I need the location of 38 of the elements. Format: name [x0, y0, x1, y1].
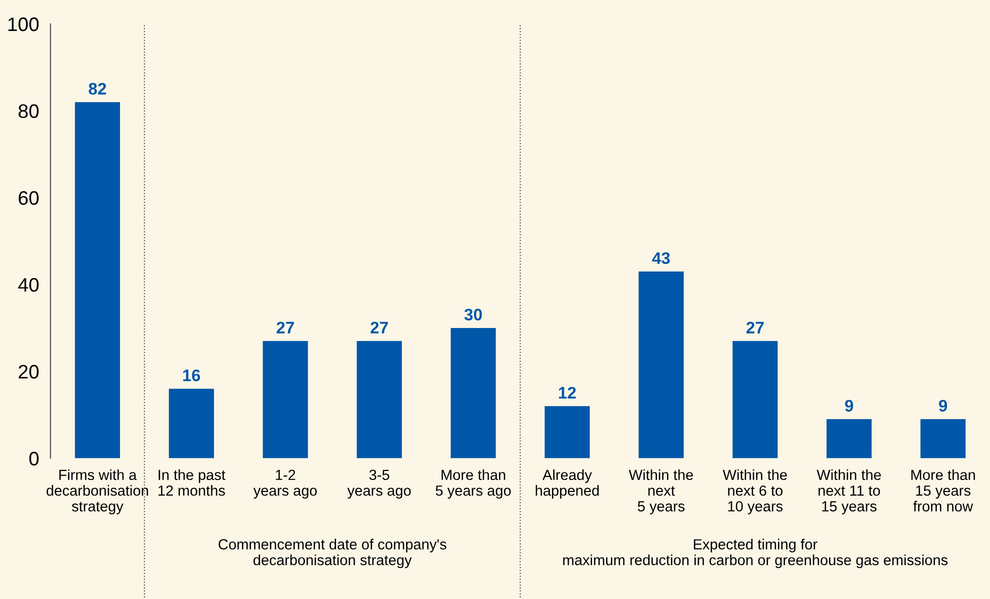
x-tick-label: Within the next 11 to 15 years	[816, 469, 881, 514]
y-tick-label: 80	[18, 104, 39, 118]
y-tick-label: 0	[29, 452, 39, 466]
y-tick-label: 60	[18, 191, 39, 205]
x-tick-label: In the past 12 months	[158, 469, 226, 496]
bar	[638, 271, 684, 458]
data-label: 43	[652, 252, 670, 264]
data-label: 30	[464, 308, 482, 321]
y-tick-label: 20	[18, 364, 39, 379]
data-label: 12	[559, 386, 576, 398]
data-label: 9	[845, 400, 854, 412]
x-tick-label: Within the next 6 to 10 years	[722, 469, 787, 514]
data-label: 27	[746, 322, 764, 334]
bar	[920, 419, 966, 458]
text: Expected timing for maximum reduction in carbon or greenhouse gas emissions	[563, 538, 948, 568]
y-tick-label: 40	[18, 278, 39, 292]
x-tick-label: 3-5 years ago	[347, 470, 411, 499]
data-label: 27	[370, 322, 388, 334]
bar	[74, 102, 120, 458]
text: Commencement date of company's decarbonisation strategy	[218, 538, 446, 568]
x-tick-label: More than 15 years from now	[911, 469, 975, 512]
y-tick-label: 100	[8, 17, 39, 32]
x-tick-label: 1-2 years ago	[253, 470, 317, 499]
data-label: 27	[276, 322, 294, 334]
data-label: 82	[88, 82, 106, 95]
bar	[544, 406, 590, 458]
bar	[732, 340, 778, 458]
x-tick-label: Already happened	[536, 469, 599, 499]
bar	[826, 419, 872, 458]
data-label: 9	[938, 400, 948, 412]
x-tick-label: Firms with a decarbonisation strategy	[46, 469, 148, 514]
bar	[262, 340, 308, 458]
x-tick-label: Within the next 5 years	[628, 469, 693, 514]
data-label: 16	[183, 369, 200, 382]
x-tick-label: More than 5 years ago	[436, 469, 511, 499]
bar	[356, 340, 402, 458]
bar	[168, 388, 214, 458]
bar	[450, 328, 496, 458]
